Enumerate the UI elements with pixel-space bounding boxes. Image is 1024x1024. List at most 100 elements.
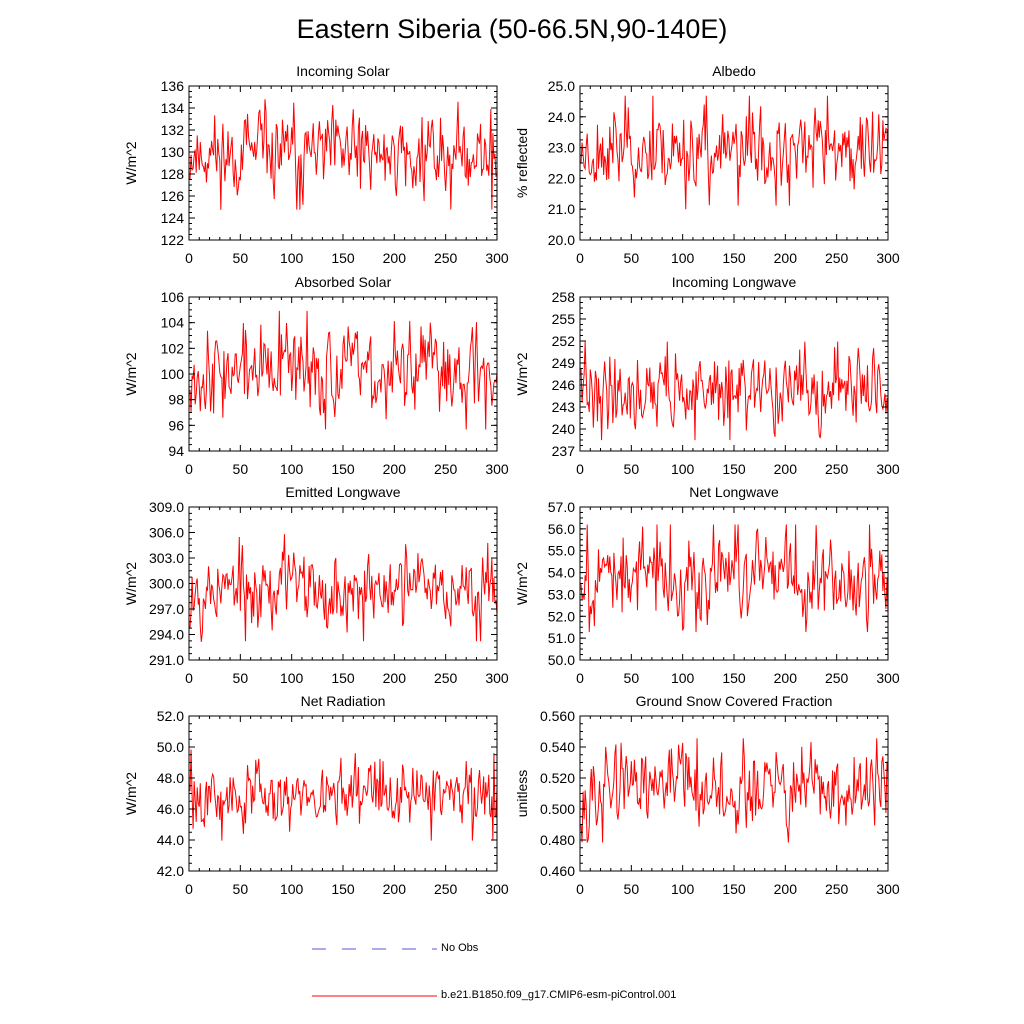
y-tick-label: 0.500 bbox=[540, 801, 575, 817]
x-tick-label: 100 bbox=[671, 461, 695, 477]
x-tick-label: 300 bbox=[485, 670, 509, 686]
panel-emitted-longwave: 0 50 100 150 200 250 300 291.0 294.0 297.0 300.0 30… bbox=[123, 484, 509, 686]
x-tick-label: 100 bbox=[280, 461, 304, 477]
y-tick-label: 130 bbox=[161, 144, 185, 160]
y-tick-label: 25.0 bbox=[548, 78, 575, 94]
y-tick-label: 106 bbox=[161, 289, 185, 305]
plot-frame bbox=[579, 715, 889, 872]
panel-absorbed-solar: 0 50 100 150 200 250 300 94 96 98 100 102 104 106 Abso… bbox=[123, 274, 509, 477]
x-tick-label: 50 bbox=[624, 461, 640, 477]
y-tick-label: 303.0 bbox=[149, 550, 184, 566]
x-tick-label: 200 bbox=[383, 881, 407, 897]
y-tick-label: 42.0 bbox=[157, 863, 184, 879]
y-tick-label: 24.0 bbox=[548, 109, 575, 125]
panel-ground-snow-covered-fraction: 0 50 100 150 200 250 300 0.460 0.480 0.500 0.520 0.… bbox=[514, 693, 900, 897]
y-tick-label: 23.0 bbox=[548, 140, 575, 156]
y-tick-label: 57.0 bbox=[548, 499, 575, 515]
x-tick-label: 200 bbox=[383, 250, 407, 266]
y-tick-label: 94 bbox=[168, 443, 184, 459]
x-tick-label: 50 bbox=[233, 881, 249, 897]
panel-title: Emitted Longwave bbox=[285, 484, 400, 500]
y-tick-label: 134 bbox=[161, 100, 185, 116]
y-axis-label: % reflected bbox=[514, 128, 530, 198]
y-tick-label: 50.0 bbox=[548, 652, 575, 668]
y-tick-label: 300.0 bbox=[149, 576, 184, 592]
x-tick-label: 300 bbox=[485, 881, 509, 897]
x-tick-label: 200 bbox=[774, 881, 798, 897]
x-tick-label: 200 bbox=[383, 461, 407, 477]
x-tick-label: 150 bbox=[331, 461, 355, 477]
x-tick-label: 250 bbox=[434, 670, 458, 686]
series-line bbox=[189, 99, 498, 210]
x-tick-label: 200 bbox=[383, 670, 407, 686]
plot-frame bbox=[579, 506, 889, 661]
x-tick-label: 0 bbox=[576, 670, 584, 686]
legend-obs-label: No Obs bbox=[441, 942, 479, 954]
y-tick-label: 53.0 bbox=[548, 586, 575, 602]
y-tick-label: 0.560 bbox=[540, 708, 575, 724]
x-tick-label: 0 bbox=[185, 461, 193, 477]
y-tick-label: 297.0 bbox=[149, 601, 184, 617]
y-tick-label: 294.0 bbox=[149, 627, 184, 643]
panel-title: Net Radiation bbox=[301, 693, 386, 709]
series-line bbox=[580, 738, 889, 843]
x-tick-label: 150 bbox=[722, 250, 746, 266]
y-tick-label: 122 bbox=[161, 232, 185, 248]
x-tick-label: 50 bbox=[624, 881, 640, 897]
y-tick-label: 44.0 bbox=[157, 832, 184, 848]
x-tick-label: 150 bbox=[722, 461, 746, 477]
y-tick-label: 126 bbox=[161, 188, 185, 204]
panel-incoming-solar: 0 50 100 150 200 250 300 122 124 126 128 130 132 134 1… bbox=[123, 63, 509, 266]
y-axis-label: W/m^2 bbox=[514, 562, 530, 605]
x-tick-label: 250 bbox=[825, 250, 849, 266]
x-tick-label: 300 bbox=[876, 461, 900, 477]
x-tick-label: 0 bbox=[576, 250, 584, 266]
x-tick-label: 0 bbox=[185, 670, 193, 686]
y-tick-label: 237 bbox=[552, 443, 576, 459]
y-tick-label: 54.0 bbox=[548, 565, 575, 581]
series-line bbox=[580, 341, 889, 441]
y-tick-label: 0.480 bbox=[540, 832, 575, 848]
x-tick-label: 50 bbox=[233, 250, 249, 266]
x-tick-label: 0 bbox=[185, 881, 193, 897]
y-tick-label: 258 bbox=[552, 289, 576, 305]
x-tick-label: 300 bbox=[485, 461, 509, 477]
y-tick-label: 20.0 bbox=[548, 232, 575, 248]
y-tick-label: 102 bbox=[161, 340, 185, 356]
x-tick-label: 250 bbox=[825, 881, 849, 897]
y-tick-label: 22.0 bbox=[548, 170, 575, 186]
panel-title: Absorbed Solar bbox=[295, 274, 392, 290]
y-tick-label: 246 bbox=[552, 377, 576, 393]
y-tick-label: 46.0 bbox=[157, 801, 184, 817]
x-tick-label: 100 bbox=[280, 881, 304, 897]
x-tick-label: 150 bbox=[722, 881, 746, 897]
panel-albedo: 0 50 100 150 200 250 300 20.0 21.0 22.0 23.0 24.0 25… bbox=[514, 63, 900, 266]
figure-title: Eastern Siberia (50-66.5N,90-140E) bbox=[296, 14, 728, 44]
y-tick-label: 124 bbox=[161, 210, 185, 226]
x-tick-label: 50 bbox=[624, 670, 640, 686]
x-tick-label: 250 bbox=[825, 670, 849, 686]
y-tick-label: 0.520 bbox=[540, 770, 575, 786]
panel-incoming-longwave: 0 50 100 150 200 250 300 237 240 243 246 249 252 255 2… bbox=[514, 274, 900, 477]
series-line bbox=[189, 534, 498, 642]
plot-frame bbox=[579, 296, 889, 452]
panel-net-radiation: 0 50 100 150 200 250 300 42.0 44.0 46.0 48.0 50.0 52… bbox=[123, 693, 509, 897]
y-tick-label: 100 bbox=[161, 366, 185, 382]
x-tick-label: 100 bbox=[671, 670, 695, 686]
x-tick-label: 200 bbox=[774, 250, 798, 266]
x-tick-label: 100 bbox=[280, 670, 304, 686]
y-tick-label: 50.0 bbox=[157, 739, 184, 755]
x-tick-label: 150 bbox=[722, 670, 746, 686]
y-tick-label: 128 bbox=[161, 166, 185, 182]
y-tick-label: 255 bbox=[552, 311, 576, 327]
y-tick-label: 98 bbox=[168, 392, 184, 408]
y-tick-label: 306.0 bbox=[149, 525, 184, 541]
x-tick-label: 0 bbox=[185, 250, 193, 266]
legend-model-label: b.e21.B1850.f09_g17.CMIP6-esm-piControl.… bbox=[441, 989, 677, 1001]
x-tick-label: 0 bbox=[576, 461, 584, 477]
y-tick-label: 52.0 bbox=[157, 708, 184, 724]
y-axis-label: W/m^2 bbox=[123, 562, 139, 605]
x-tick-label: 250 bbox=[434, 461, 458, 477]
x-tick-label: 100 bbox=[671, 881, 695, 897]
y-tick-label: 104 bbox=[161, 315, 185, 331]
